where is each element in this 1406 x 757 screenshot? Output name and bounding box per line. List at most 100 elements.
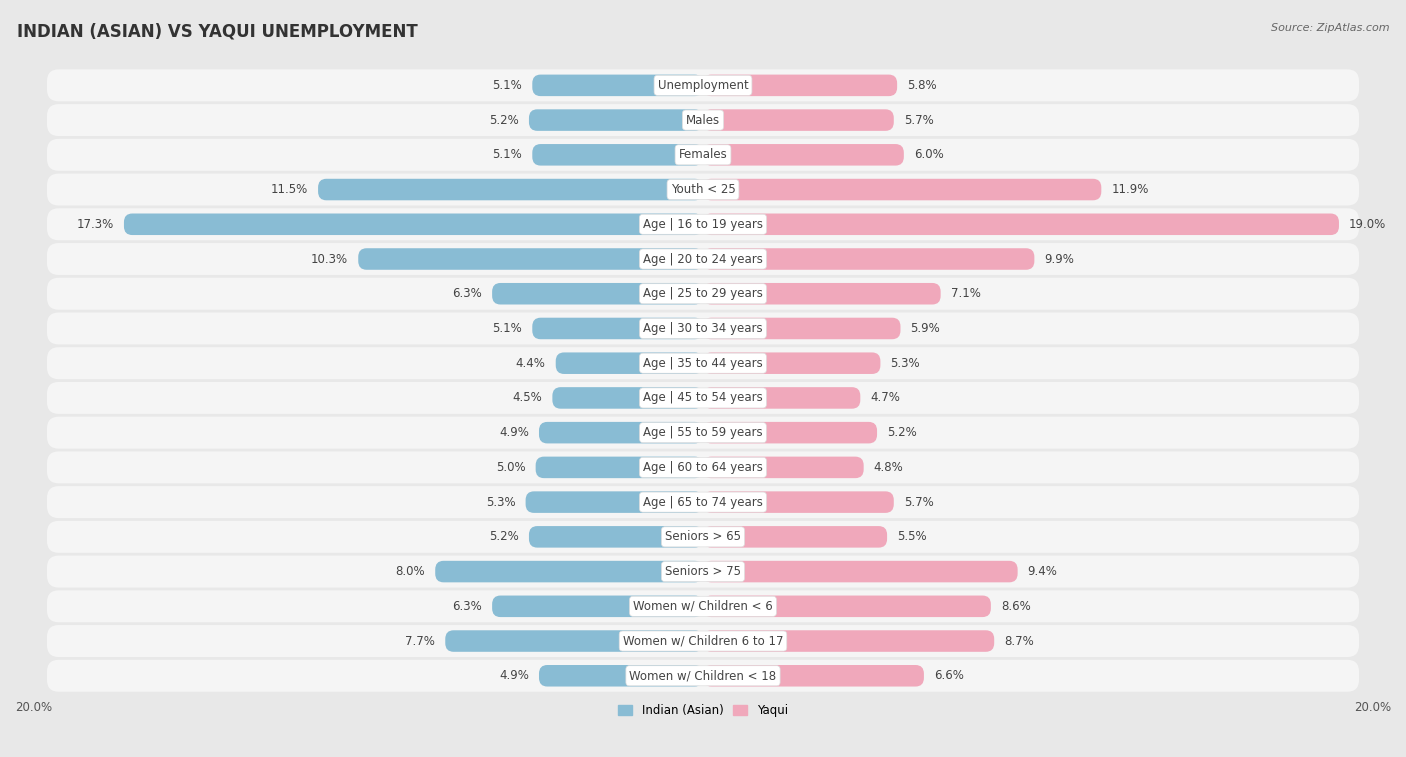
Text: 6.0%: 6.0% — [914, 148, 943, 161]
FancyBboxPatch shape — [538, 422, 703, 444]
Text: INDIAN (ASIAN) VS YAQUI UNEMPLOYMENT: INDIAN (ASIAN) VS YAQUI UNEMPLOYMENT — [17, 23, 418, 41]
FancyBboxPatch shape — [703, 456, 863, 478]
FancyBboxPatch shape — [703, 596, 991, 617]
FancyBboxPatch shape — [46, 70, 1360, 101]
FancyBboxPatch shape — [703, 75, 897, 96]
Text: 6.3%: 6.3% — [453, 287, 482, 301]
Text: 4.9%: 4.9% — [499, 669, 529, 682]
FancyBboxPatch shape — [703, 387, 860, 409]
FancyBboxPatch shape — [529, 526, 703, 547]
Text: 9.4%: 9.4% — [1028, 565, 1057, 578]
Text: 8.6%: 8.6% — [1001, 600, 1031, 613]
Text: 11.5%: 11.5% — [271, 183, 308, 196]
Text: Age | 55 to 59 years: Age | 55 to 59 years — [643, 426, 763, 439]
Text: Females: Females — [679, 148, 727, 161]
FancyBboxPatch shape — [492, 596, 703, 617]
Text: Women w/ Children < 6: Women w/ Children < 6 — [633, 600, 773, 613]
FancyBboxPatch shape — [533, 75, 703, 96]
FancyBboxPatch shape — [46, 416, 1360, 449]
FancyBboxPatch shape — [703, 213, 1339, 235]
FancyBboxPatch shape — [46, 521, 1360, 553]
Text: 5.9%: 5.9% — [911, 322, 941, 335]
Text: 17.3%: 17.3% — [77, 218, 114, 231]
FancyBboxPatch shape — [46, 313, 1360, 344]
Text: Seniors > 65: Seniors > 65 — [665, 531, 741, 544]
FancyBboxPatch shape — [46, 556, 1360, 587]
FancyBboxPatch shape — [46, 486, 1360, 518]
Text: 5.0%: 5.0% — [496, 461, 526, 474]
Text: Source: ZipAtlas.com: Source: ZipAtlas.com — [1271, 23, 1389, 33]
Text: 11.9%: 11.9% — [1111, 183, 1149, 196]
FancyBboxPatch shape — [703, 248, 1035, 269]
Text: 9.9%: 9.9% — [1045, 253, 1074, 266]
FancyBboxPatch shape — [46, 173, 1360, 205]
FancyBboxPatch shape — [46, 590, 1360, 622]
FancyBboxPatch shape — [46, 104, 1360, 136]
Legend: Indian (Asian), Yaqui: Indian (Asian), Yaqui — [613, 699, 793, 721]
Text: 10.3%: 10.3% — [311, 253, 349, 266]
FancyBboxPatch shape — [46, 139, 1360, 171]
Text: 8.0%: 8.0% — [395, 565, 425, 578]
FancyBboxPatch shape — [703, 561, 1018, 582]
Text: 5.1%: 5.1% — [492, 79, 522, 92]
Text: Age | 16 to 19 years: Age | 16 to 19 years — [643, 218, 763, 231]
Text: 4.7%: 4.7% — [870, 391, 900, 404]
FancyBboxPatch shape — [46, 451, 1360, 484]
Text: 5.3%: 5.3% — [486, 496, 516, 509]
FancyBboxPatch shape — [703, 422, 877, 444]
FancyBboxPatch shape — [703, 631, 994, 652]
FancyBboxPatch shape — [703, 109, 894, 131]
Text: Women w/ Children < 18: Women w/ Children < 18 — [630, 669, 776, 682]
FancyBboxPatch shape — [703, 665, 924, 687]
Text: 8.7%: 8.7% — [1004, 634, 1033, 647]
Text: Age | 45 to 54 years: Age | 45 to 54 years — [643, 391, 763, 404]
Text: 5.2%: 5.2% — [489, 531, 519, 544]
FancyBboxPatch shape — [538, 665, 703, 687]
Text: Age | 25 to 29 years: Age | 25 to 29 years — [643, 287, 763, 301]
Text: 5.7%: 5.7% — [904, 114, 934, 126]
Text: Unemployment: Unemployment — [658, 79, 748, 92]
Text: 7.7%: 7.7% — [405, 634, 436, 647]
FancyBboxPatch shape — [46, 625, 1360, 657]
Text: Age | 30 to 34 years: Age | 30 to 34 years — [643, 322, 763, 335]
Text: 4.8%: 4.8% — [873, 461, 904, 474]
FancyBboxPatch shape — [533, 318, 703, 339]
FancyBboxPatch shape — [703, 491, 894, 513]
Text: Age | 20 to 24 years: Age | 20 to 24 years — [643, 253, 763, 266]
FancyBboxPatch shape — [526, 491, 703, 513]
FancyBboxPatch shape — [318, 179, 703, 201]
Text: 6.3%: 6.3% — [453, 600, 482, 613]
Text: 6.6%: 6.6% — [934, 669, 965, 682]
Text: 5.1%: 5.1% — [492, 322, 522, 335]
Text: Seniors > 75: Seniors > 75 — [665, 565, 741, 578]
FancyBboxPatch shape — [46, 243, 1360, 275]
FancyBboxPatch shape — [703, 353, 880, 374]
Text: 4.4%: 4.4% — [516, 357, 546, 369]
Text: Age | 60 to 64 years: Age | 60 to 64 years — [643, 461, 763, 474]
FancyBboxPatch shape — [492, 283, 703, 304]
Text: Age | 35 to 44 years: Age | 35 to 44 years — [643, 357, 763, 369]
Text: 5.8%: 5.8% — [907, 79, 936, 92]
FancyBboxPatch shape — [46, 660, 1360, 692]
Text: 7.1%: 7.1% — [950, 287, 980, 301]
Text: 4.9%: 4.9% — [499, 426, 529, 439]
FancyBboxPatch shape — [536, 456, 703, 478]
Text: Age | 65 to 74 years: Age | 65 to 74 years — [643, 496, 763, 509]
Text: Males: Males — [686, 114, 720, 126]
Text: 5.2%: 5.2% — [887, 426, 917, 439]
FancyBboxPatch shape — [124, 213, 703, 235]
Text: Youth < 25: Youth < 25 — [671, 183, 735, 196]
Text: Women w/ Children 6 to 17: Women w/ Children 6 to 17 — [623, 634, 783, 647]
FancyBboxPatch shape — [46, 278, 1360, 310]
FancyBboxPatch shape — [703, 179, 1101, 201]
FancyBboxPatch shape — [529, 109, 703, 131]
FancyBboxPatch shape — [436, 561, 703, 582]
FancyBboxPatch shape — [533, 144, 703, 166]
Text: 19.0%: 19.0% — [1348, 218, 1386, 231]
Text: 5.7%: 5.7% — [904, 496, 934, 509]
Text: 5.5%: 5.5% — [897, 531, 927, 544]
Text: 4.5%: 4.5% — [513, 391, 543, 404]
FancyBboxPatch shape — [46, 208, 1360, 240]
FancyBboxPatch shape — [553, 387, 703, 409]
Text: 5.1%: 5.1% — [492, 148, 522, 161]
